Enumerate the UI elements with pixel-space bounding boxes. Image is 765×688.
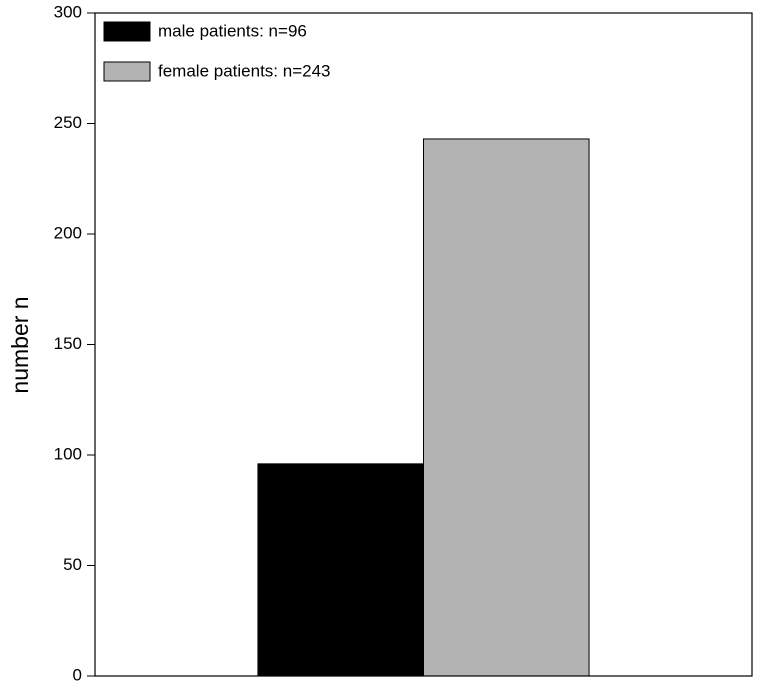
legend-swatch xyxy=(103,21,151,42)
y-tick-label: 250 xyxy=(54,113,82,132)
legend-swatch xyxy=(103,61,151,82)
y-tick-label: 100 xyxy=(54,444,82,463)
bar xyxy=(257,463,424,677)
y-tick-label: 150 xyxy=(54,334,82,353)
legend-label: male patients: n=96 xyxy=(158,21,307,40)
y-tick-label: 300 xyxy=(54,2,82,21)
y-tick-label: 50 xyxy=(63,555,82,574)
legend-label: female patients: n=243 xyxy=(158,61,330,80)
bar xyxy=(423,138,590,677)
y-tick-label: 0 xyxy=(73,665,82,684)
y-tick-label: 200 xyxy=(54,223,82,242)
plot-frame xyxy=(94,12,753,677)
y-axis-label: number n xyxy=(7,296,33,393)
